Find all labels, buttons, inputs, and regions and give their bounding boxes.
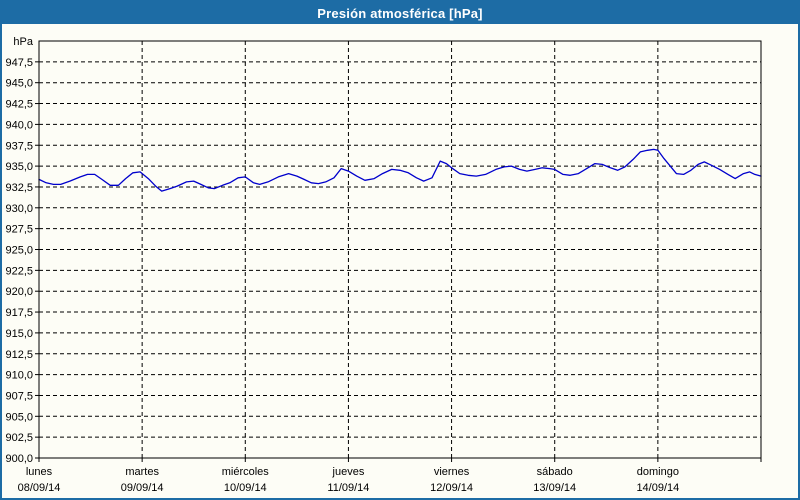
y-tick-label: 937,5 bbox=[5, 140, 33, 152]
y-tick-label: 922,5 bbox=[5, 265, 33, 277]
x-day-date: 14/09/14 bbox=[636, 482, 679, 494]
axis-ticks bbox=[35, 61, 762, 462]
y-tick-label: 925,0 bbox=[5, 245, 33, 257]
x-day-name: lunes bbox=[26, 466, 53, 478]
y-tick-label: 915,0 bbox=[5, 328, 33, 340]
y-tick-label: 900,0 bbox=[5, 453, 33, 465]
y-tick-label: 942,5 bbox=[5, 99, 33, 111]
y-tick-label: 930,0 bbox=[5, 203, 33, 215]
y-axis-labels: 947,5 945,0 942,5 940,0 937,5 935,0 932,5 930,0… bbox=[5, 36, 33, 465]
y-tick-label: 935,0 bbox=[5, 161, 33, 173]
x-day-name: viernes bbox=[434, 466, 470, 478]
chart-area: 947,5 945,0 942,5 940,0 937,5 935,0 932,5 930,0… bbox=[2, 24, 798, 498]
pressure-series bbox=[38, 148, 762, 192]
x-axis-labels: lunes 08/09/14 martes 09/09/14 miércoles 10/0… bbox=[18, 466, 680, 494]
y-tick-label: 920,0 bbox=[5, 286, 33, 298]
plot-border bbox=[38, 40, 762, 459]
y-tick-label: 927,5 bbox=[5, 224, 33, 236]
x-day-date: 10/09/14 bbox=[224, 482, 267, 494]
pressure-line bbox=[38, 148, 762, 192]
x-day-name: jueves bbox=[332, 466, 365, 478]
horizontal-gridlines bbox=[39, 61, 761, 438]
y-tick-label: 917,5 bbox=[5, 307, 33, 319]
y-tick-label: 947,5 bbox=[5, 57, 33, 69]
y-tick-label: 907,5 bbox=[5, 390, 33, 402]
y-tick-label: 910,0 bbox=[5, 370, 33, 382]
x-day-date: 13/09/14 bbox=[533, 482, 576, 494]
y-tick-label: 902,5 bbox=[5, 432, 33, 444]
y-tick-label: 912,5 bbox=[5, 349, 33, 361]
x-day-date: 09/09/14 bbox=[121, 482, 164, 494]
window-title: Presión atmosférica [hPa] bbox=[317, 5, 483, 21]
y-tick-label: 905,0 bbox=[5, 411, 33, 423]
x-day-date: 08/09/14 bbox=[18, 482, 61, 494]
x-day-name: domingo bbox=[637, 466, 679, 478]
x-day-date: 11/09/14 bbox=[327, 482, 369, 494]
pressure-chart: 947,5 945,0 942,5 940,0 937,5 935,0 932,5 930,0… bbox=[5, 36, 762, 494]
x-day-name: miércoles bbox=[222, 466, 270, 478]
y-tick-label: 932,5 bbox=[5, 182, 33, 194]
x-day-name: sábado bbox=[537, 466, 573, 478]
y-tick-label: 945,0 bbox=[5, 78, 33, 90]
title-bar: Presión atmosférica [hPa] bbox=[2, 2, 798, 24]
y-axis-unit-label: hPa bbox=[13, 36, 33, 48]
x-day-name: martes bbox=[125, 466, 159, 478]
y-tick-label: 940,0 bbox=[5, 119, 33, 131]
x-day-date: 12/09/14 bbox=[430, 482, 473, 494]
